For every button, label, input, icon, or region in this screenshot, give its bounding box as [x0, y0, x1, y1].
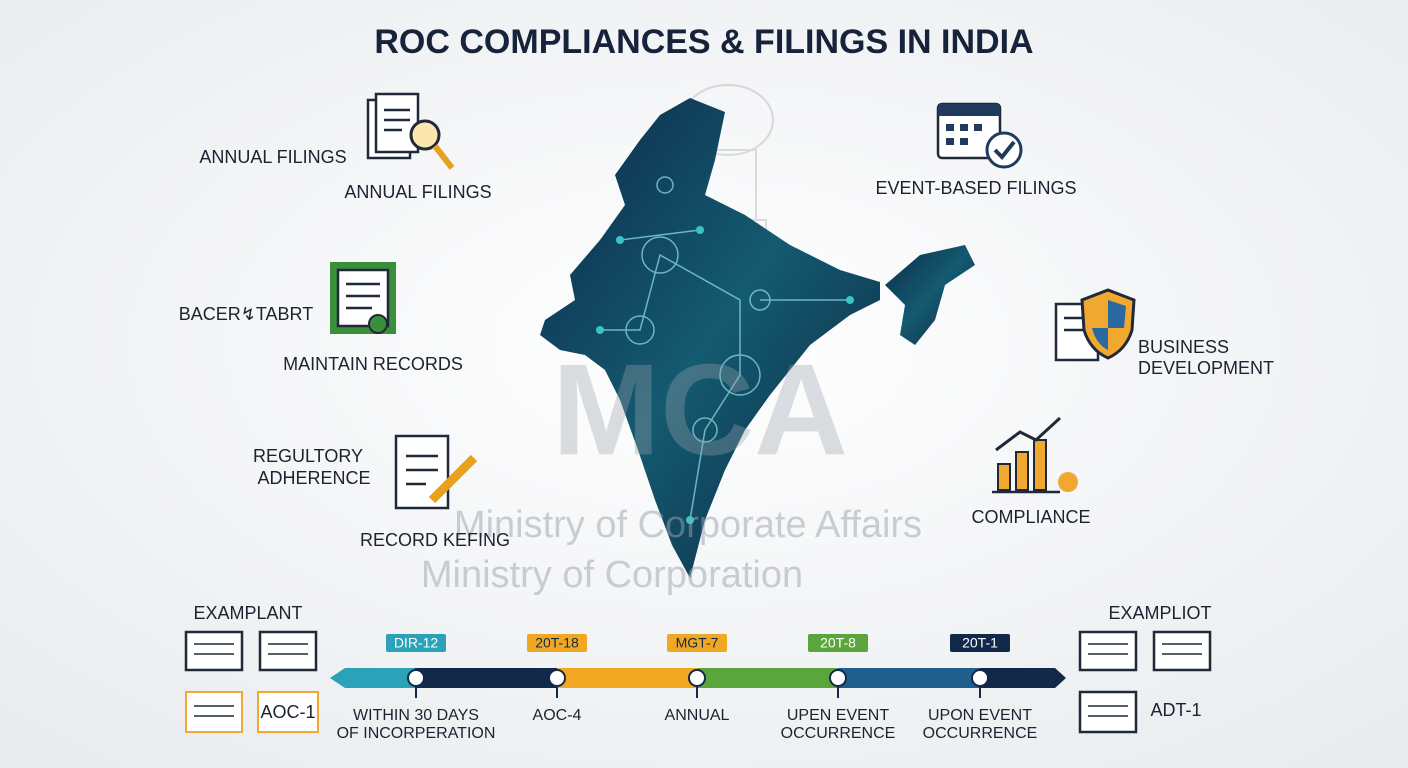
- step-caption: WITHIN 30 DAYS: [353, 707, 479, 724]
- watermark-line: Ministry of Corporation: [421, 554, 803, 596]
- label: EVENT-BASED FILINGS: [875, 178, 1076, 198]
- label: RECORD KEFING: [360, 530, 510, 550]
- step-node: [829, 669, 847, 687]
- step-tag: [667, 634, 727, 652]
- label: ANNUAL FILINGS: [344, 182, 491, 202]
- step-caption: UPON EVENT: [928, 707, 1032, 724]
- step-caption: UPEN EVENT: [787, 707, 889, 724]
- step-tag: [527, 634, 587, 652]
- label: MAINTAIN RECORDS: [283, 354, 463, 374]
- step-tag-label: 20T-1: [962, 635, 998, 651]
- step-caption: OCCURRENCE: [781, 725, 896, 742]
- label: ADT-1: [1150, 700, 1201, 720]
- step-caption: ANNUAL: [665, 707, 730, 724]
- label: ANNUAL FILINGS: [199, 147, 346, 167]
- title: ROC COMPLIANCES & FILINGS IN INDIA: [374, 23, 1033, 61]
- icon-business: [1054, 288, 1136, 362]
- label: ADHERENCE: [257, 468, 370, 488]
- step-tag: [950, 634, 1010, 652]
- icon-compliance: [992, 416, 1078, 494]
- label: BUSINESS: [1138, 337, 1229, 357]
- label: BACER↯TABRT: [179, 304, 313, 324]
- step-tag-label: DIR-12: [394, 635, 439, 651]
- step-tag-label: 20T-8: [820, 635, 856, 651]
- step-tag-label: 20T-18: [535, 635, 579, 651]
- step-tag-label: MGT-7: [676, 635, 719, 651]
- icon-calendar: [936, 102, 1023, 169]
- step-caption: AOC-4: [533, 707, 582, 724]
- step-node: [548, 669, 566, 687]
- icon-annual: [366, 92, 455, 170]
- watermark-logo: MCA: [552, 336, 848, 482]
- label: EXAMPLANT: [193, 603, 302, 623]
- label: REGULTORY: [253, 446, 363, 466]
- step-tag: [386, 634, 446, 652]
- step-node: [407, 669, 425, 687]
- label: DEVELOPMENT: [1138, 358, 1274, 378]
- step-node: [688, 669, 706, 687]
- step-tag: [808, 634, 868, 652]
- icon-record-keeping: [394, 434, 478, 510]
- step-caption: OCCURRENCE: [923, 725, 1038, 742]
- label: EXAMPLIOT: [1108, 603, 1211, 623]
- label: AOC-1: [260, 702, 315, 722]
- label: COMPLIANCE: [971, 507, 1090, 527]
- timeline-bar: [330, 668, 1066, 688]
- doc-icons: [184, 630, 1212, 734]
- icon-records: [330, 262, 396, 334]
- india-map: [540, 98, 975, 578]
- step-node: [971, 669, 989, 687]
- watermark-line: Ministry of Corporate Affairs: [454, 504, 922, 546]
- step-caption: OF INCORPERATION: [337, 725, 496, 742]
